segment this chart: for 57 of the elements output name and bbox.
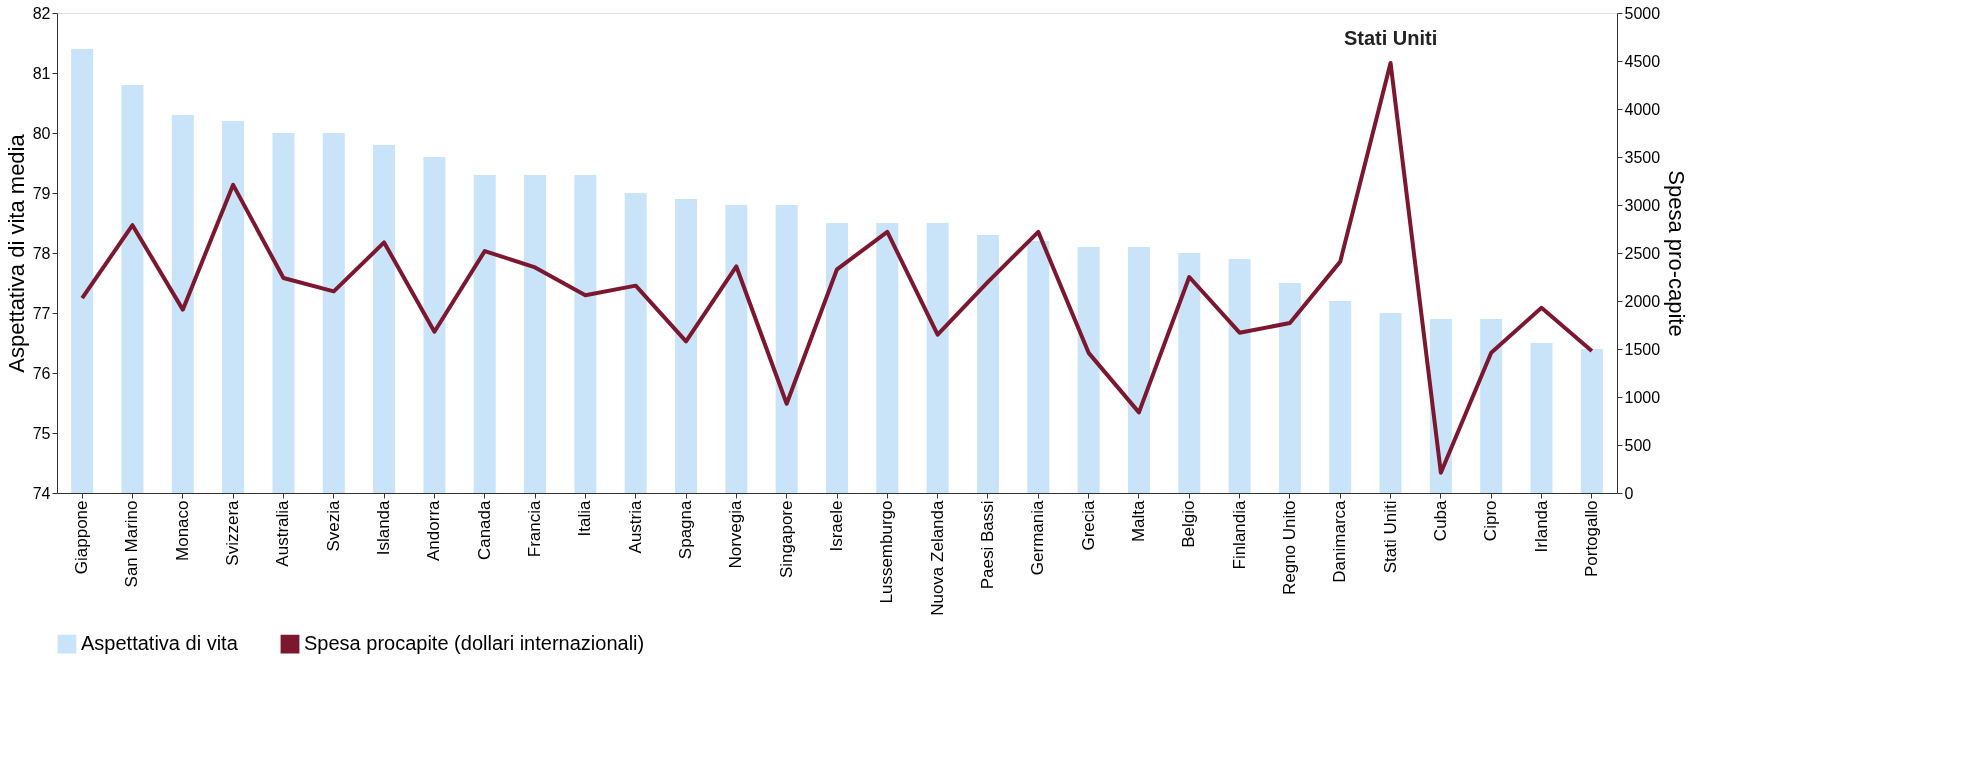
x-tick-label: Spagna xyxy=(676,499,696,560)
y2-tick-label: 3500 xyxy=(1624,148,1661,166)
x-tick-label: Paesi Bassi xyxy=(977,500,997,590)
y-tick-label: 81 xyxy=(32,64,51,82)
y2-tick-label: 5000 xyxy=(1624,4,1661,22)
x-tick-label: Germania xyxy=(1028,499,1048,576)
y-tick-label: 80 xyxy=(32,124,51,142)
x-tick-label: Malta xyxy=(1128,499,1148,543)
x-tick-label: Finlandia xyxy=(1229,499,1249,570)
x-tick-label: Austria xyxy=(625,499,645,554)
x-tick-label: Danimarca xyxy=(1330,499,1350,583)
annotation: Stati Uniti xyxy=(1343,26,1438,49)
y2-tick-label: 0 xyxy=(1624,484,1634,502)
y2-axis-title: Spesa pro-capite xyxy=(1664,170,1690,337)
x-tick-label: Nuova Zelanda xyxy=(927,499,947,616)
x-tick-label: Australia xyxy=(273,499,293,567)
y2-tick-label: 2500 xyxy=(1624,244,1661,262)
x-tick-label: Monaco xyxy=(172,500,192,561)
x-tick-label: Svizzera xyxy=(223,499,243,566)
x-tick-label: Regno Unito xyxy=(1279,500,1299,596)
x-tick-label: Canada xyxy=(474,499,494,561)
x-tick-label: Andorra xyxy=(424,499,444,561)
y2-tick-label: 500 xyxy=(1624,436,1652,454)
y2-tick-label: 3000 xyxy=(1624,196,1661,214)
y2-tick-label: 1500 xyxy=(1624,340,1661,358)
x-tick-label: Giappone xyxy=(72,500,92,575)
x-tick-label: Belgio xyxy=(1179,500,1199,548)
x-tick-label: Norvegia xyxy=(726,499,746,569)
y2-tick-label: 4000 xyxy=(1624,100,1661,118)
legend-label: Aspettativa di vita xyxy=(81,632,239,655)
x-tick-label: Lussemburgo xyxy=(877,500,897,604)
y-tick-label: 74 xyxy=(32,484,51,502)
x-tick-label: Francia xyxy=(525,499,545,558)
legend-label: Spesa procapite (dollari internazionali) xyxy=(304,632,645,655)
line-series xyxy=(80,60,1594,475)
x-tick-label: Irlanda xyxy=(1531,499,1551,553)
y-axis-title: Aspettativa di vita media xyxy=(3,133,29,373)
y2-tick-label: 1000 xyxy=(1624,388,1661,406)
y-tick-label: 79 xyxy=(32,184,51,202)
y-tick-label: 77 xyxy=(32,304,51,322)
x-tick-label: Cipro xyxy=(1481,500,1501,542)
x-tick-label: Singapore xyxy=(776,500,796,579)
x-tick-label: Cuba xyxy=(1430,499,1450,542)
x-tick-label: Portogallo xyxy=(1581,500,1601,578)
x-tick-label: Grecia xyxy=(1078,499,1098,551)
y-tick-label: 82 xyxy=(32,4,51,22)
y2-tick-label: 4500 xyxy=(1624,52,1661,70)
x-tick-label: San Marino xyxy=(122,500,142,588)
x-tick-label: Svezia xyxy=(323,499,343,552)
x-tick-label: Stati Uniti xyxy=(1380,500,1400,574)
y2-tick-label: 2000 xyxy=(1624,292,1661,310)
y-tick-label: 76 xyxy=(32,364,51,382)
x-tick-label: Israele xyxy=(827,500,846,552)
x-tick-label: Italia xyxy=(575,499,595,537)
y-tick-label: 75 xyxy=(32,424,51,442)
y-tick-label: 78 xyxy=(32,244,51,262)
x-tick-label: Islanda xyxy=(374,499,394,556)
